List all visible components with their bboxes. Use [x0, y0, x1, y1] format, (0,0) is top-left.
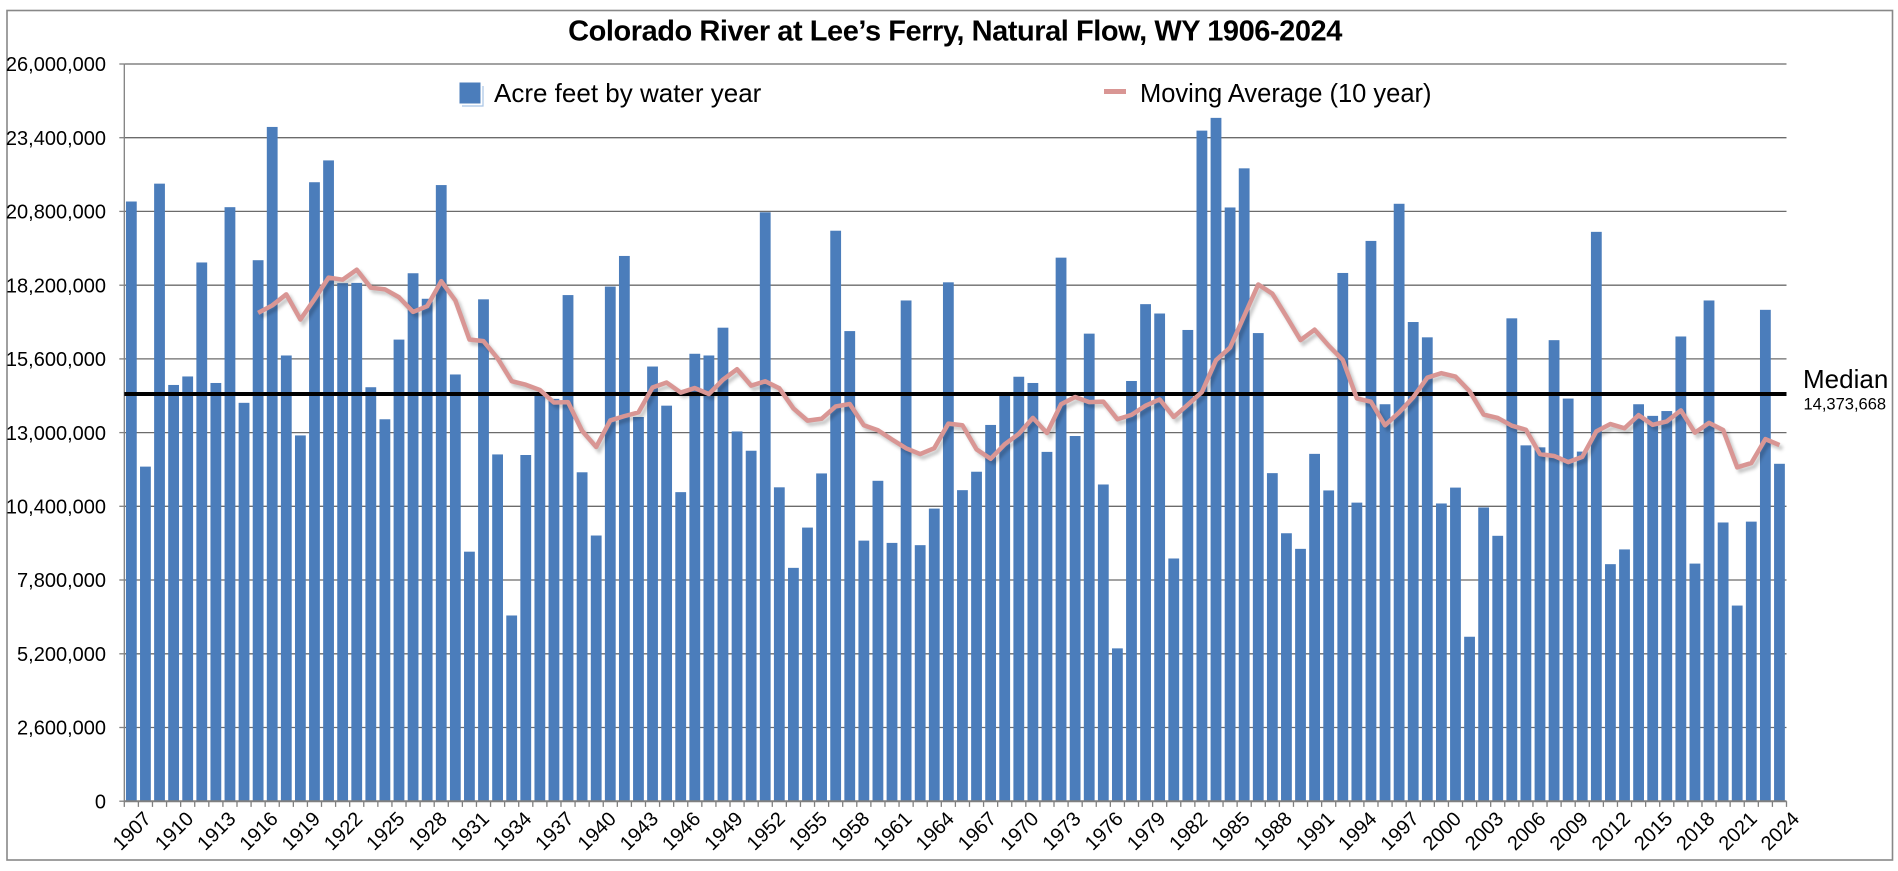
- svg-text:7,800,000: 7,800,000: [17, 570, 106, 592]
- svg-text:Colorado River at Lee’s Ferry,: Colorado River at Lee’s Ferry, Natural F…: [568, 16, 1342, 48]
- svg-text:Moving Average (10 year): Moving Average (10 year): [1140, 80, 1432, 108]
- svg-text:23,400,000: 23,400,000: [6, 128, 106, 150]
- svg-text:14,373,668: 14,373,668: [1804, 396, 1887, 414]
- svg-text:13,000,000: 13,000,000: [6, 423, 106, 445]
- svg-text:0: 0: [95, 791, 106, 813]
- svg-text:18,200,000: 18,200,000: [6, 275, 106, 297]
- svg-text:20,800,000: 20,800,000: [6, 202, 106, 224]
- svg-text:5,200,000: 5,200,000: [17, 644, 106, 666]
- svg-text:Median: Median: [1803, 364, 1888, 394]
- svg-text:26,000,000: 26,000,000: [6, 54, 106, 76]
- svg-text:Acre feet by water year: Acre feet by water year: [494, 78, 762, 108]
- svg-text:2,600,000: 2,600,000: [17, 718, 106, 740]
- svg-text:10,400,000: 10,400,000: [6, 497, 106, 519]
- svg-text:15,600,000: 15,600,000: [6, 349, 106, 371]
